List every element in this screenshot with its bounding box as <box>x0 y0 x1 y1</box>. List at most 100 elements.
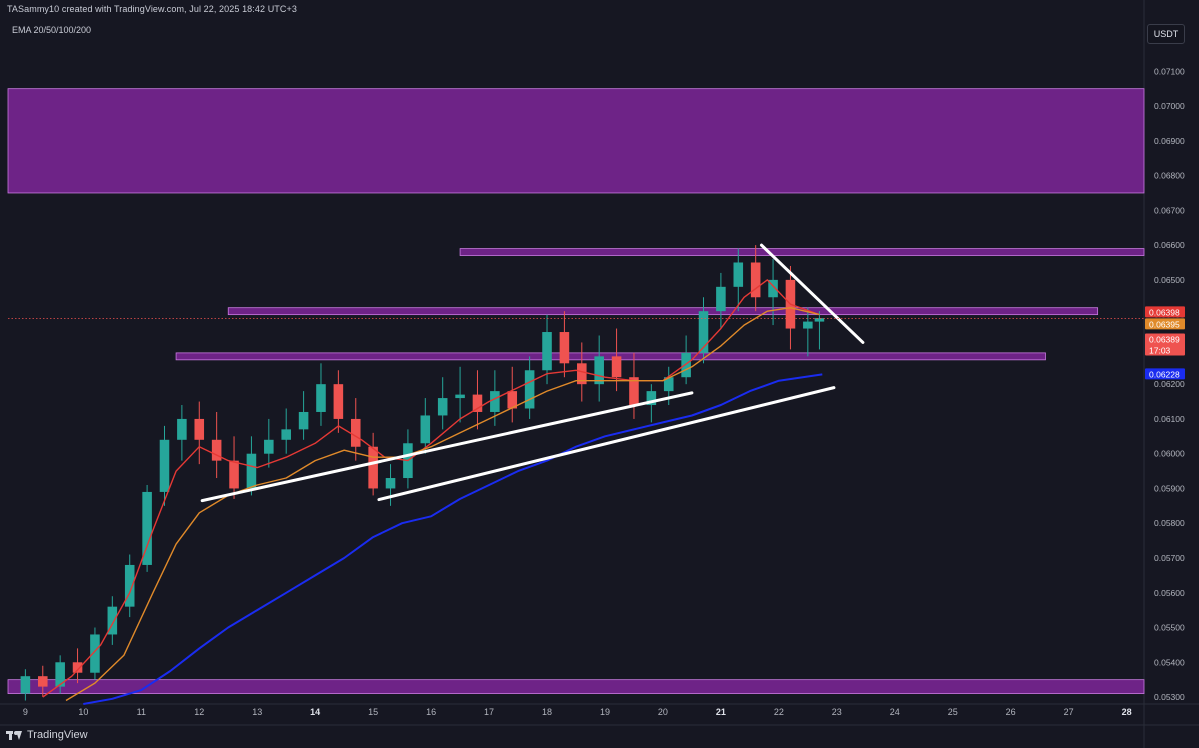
currency-button[interactable]: USDT <box>1147 24 1185 44</box>
candle-body <box>437 398 448 416</box>
y-tick-label: 0.07100 <box>1154 66 1185 76</box>
x-tick-label: 25 <box>948 707 958 717</box>
price-label-bg <box>1145 333 1185 356</box>
y-tick-label: 0.06000 <box>1154 449 1185 459</box>
x-tick-label: 17 <box>484 707 494 717</box>
y-tick-label: 0.06600 <box>1154 240 1185 250</box>
x-tick-label: 15 <box>368 707 378 717</box>
x-tick-label: 18 <box>542 707 552 717</box>
x-tick-label: 26 <box>1006 707 1016 717</box>
time-axis[interactable]: 9 10 11 12 13 14 15 16 17 18 19 20 21 22 23 24 25 26 27 28 <box>23 707 1132 717</box>
x-tick-label: 27 <box>1064 707 1074 717</box>
candle-body <box>803 321 813 329</box>
candle-body <box>368 446 378 489</box>
candle-body <box>159 439 170 492</box>
zone-2 <box>227 307 1099 316</box>
candle-body <box>455 394 465 399</box>
tradingview-logo-icon <box>6 730 22 740</box>
attribution-text: TASammy10 created with TradingView.com, … <box>7 4 297 14</box>
candle-body <box>646 391 657 406</box>
y-tick-label: 0.05800 <box>1154 518 1185 528</box>
y-tick-label: 0.05300 <box>1154 692 1185 702</box>
x-tick-label: 22 <box>774 707 784 717</box>
x-tick-label: 11 <box>137 707 146 717</box>
price-label: 0.06395 <box>1149 319 1180 329</box>
y-tick-label: 0.05900 <box>1154 483 1185 493</box>
x-tick-label: 16 <box>426 707 436 717</box>
zone-4 <box>7 679 1145 694</box>
candle-body <box>385 478 396 489</box>
candle-body <box>124 564 135 607</box>
candle-body <box>107 606 118 635</box>
candle-body <box>768 279 778 298</box>
indicator-legend[interactable]: EMA 20/50/100/200 <box>12 25 92 35</box>
x-tick-label: 21 <box>716 707 726 717</box>
candle-body <box>594 356 604 385</box>
zone-0 <box>7 88 1145 194</box>
candle-body <box>37 676 48 687</box>
candle-body <box>490 391 500 412</box>
candle-body <box>577 363 587 385</box>
y-tick-label: 0.06200 <box>1154 379 1185 389</box>
y-tick-label: 0.06100 <box>1154 414 1185 424</box>
countdown-label: 17:03 <box>1149 345 1171 355</box>
candle-body <box>333 384 344 419</box>
x-tick-label: 14 <box>310 707 320 717</box>
x-tick-label: 9 <box>23 707 28 717</box>
price-label-bg <box>1145 306 1185 318</box>
candle-body <box>663 377 674 392</box>
x-tick-label: 13 <box>252 707 262 717</box>
x-tick-label: 28 <box>1122 707 1132 717</box>
y-tick-label: 0.07000 <box>1154 101 1185 111</box>
candle-body <box>72 662 83 673</box>
candle-body <box>629 377 639 406</box>
ema-line-1 <box>65 307 820 702</box>
x-tick-label: 23 <box>832 707 842 717</box>
candle-body <box>350 418 361 447</box>
y-tick-label: 0.05400 <box>1154 657 1185 667</box>
y-tick-label: 0.06900 <box>1154 136 1185 146</box>
candle-body <box>316 384 326 412</box>
candle-body <box>194 418 205 440</box>
candle-body <box>55 662 65 687</box>
price-axis[interactable]: 0.05300 0.05400 0.05500 0.05600 0.05700 0.058… <box>1154 66 1185 702</box>
candle-body <box>524 370 535 409</box>
candle-body <box>814 318 825 322</box>
price-label-bg <box>1145 318 1185 330</box>
candle-body <box>559 332 570 364</box>
candle-body <box>542 332 552 371</box>
candle-body <box>472 394 483 412</box>
candle-body <box>90 634 100 673</box>
zone-1 <box>459 248 1145 256</box>
candle-body <box>20 676 31 694</box>
trendline-0 <box>200 391 694 503</box>
tradingview-logo[interactable]: TradingView <box>6 729 88 741</box>
ema-line-2 <box>83 373 823 705</box>
y-tick-label: 0.05700 <box>1154 553 1185 563</box>
y-tick-label: 0.06800 <box>1154 171 1185 181</box>
y-tick-label: 0.05500 <box>1154 623 1185 633</box>
x-tick-label: 12 <box>194 707 204 717</box>
candle-body <box>298 411 309 430</box>
candle-body <box>716 286 726 312</box>
price-label: 0.06398 <box>1149 307 1180 317</box>
trendlines <box>8 243 1144 503</box>
zone-3 <box>175 352 1046 361</box>
candle-body <box>507 391 518 409</box>
candle-body <box>750 262 761 298</box>
candle-body <box>681 352 691 378</box>
price-label-bg <box>1145 368 1185 380</box>
price-label: 0.06228 <box>1149 369 1180 379</box>
brand-label: TradingView <box>27 729 88 741</box>
candle-body <box>733 262 744 287</box>
y-tick-label: 0.06700 <box>1154 205 1185 215</box>
x-tick-label: 20 <box>658 707 668 717</box>
candle-body <box>281 429 291 440</box>
y-tick-label: 0.05600 <box>1154 588 1185 598</box>
y-tick-label: 0.06500 <box>1154 275 1185 285</box>
trendline-1 <box>377 386 836 502</box>
candle-body <box>142 491 152 565</box>
